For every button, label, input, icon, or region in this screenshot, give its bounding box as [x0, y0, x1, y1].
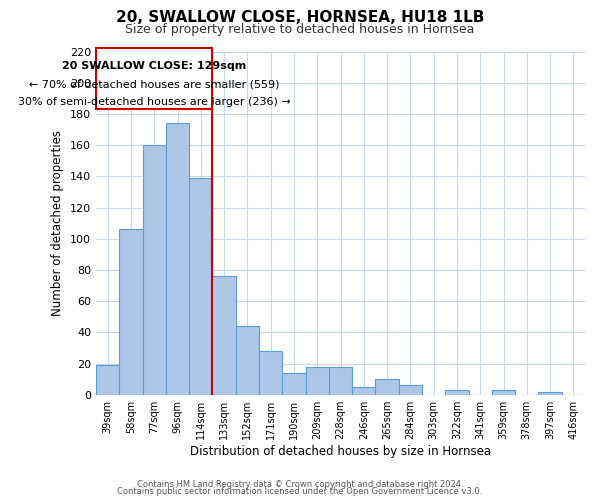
FancyBboxPatch shape [96, 48, 212, 109]
Bar [352, 387, 376, 394]
Bar [492, 390, 515, 394]
Bar [259, 351, 282, 395]
Bar [143, 145, 166, 394]
Text: 20 SWALLOW CLOSE: 129sqm: 20 SWALLOW CLOSE: 129sqm [62, 61, 247, 71]
Bar [329, 366, 352, 394]
Bar [189, 178, 212, 394]
Bar [212, 276, 236, 394]
Y-axis label: Number of detached properties: Number of detached properties [52, 130, 64, 316]
Bar [538, 392, 562, 394]
Bar [399, 386, 422, 394]
Text: 30% of semi-detached houses are larger (236) →: 30% of semi-detached houses are larger (… [18, 96, 290, 106]
Text: Contains public sector information licensed under the Open Government Licence v3: Contains public sector information licen… [118, 487, 482, 496]
Text: Size of property relative to detached houses in Hornsea: Size of property relative to detached ho… [125, 22, 475, 36]
Bar [376, 379, 399, 394]
Text: 20, SWALLOW CLOSE, HORNSEA, HU18 1LB: 20, SWALLOW CLOSE, HORNSEA, HU18 1LB [116, 10, 484, 25]
Text: Contains HM Land Registry data © Crown copyright and database right 2024.: Contains HM Land Registry data © Crown c… [137, 480, 463, 489]
Bar [236, 326, 259, 394]
Bar [166, 124, 189, 394]
Bar [305, 366, 329, 394]
Bar [96, 365, 119, 394]
Bar [119, 230, 143, 394]
Bar [282, 373, 305, 394]
X-axis label: Distribution of detached houses by size in Hornsea: Distribution of detached houses by size … [190, 444, 491, 458]
Text: ← 70% of detached houses are smaller (559): ← 70% of detached houses are smaller (55… [29, 80, 280, 90]
Bar [445, 390, 469, 394]
